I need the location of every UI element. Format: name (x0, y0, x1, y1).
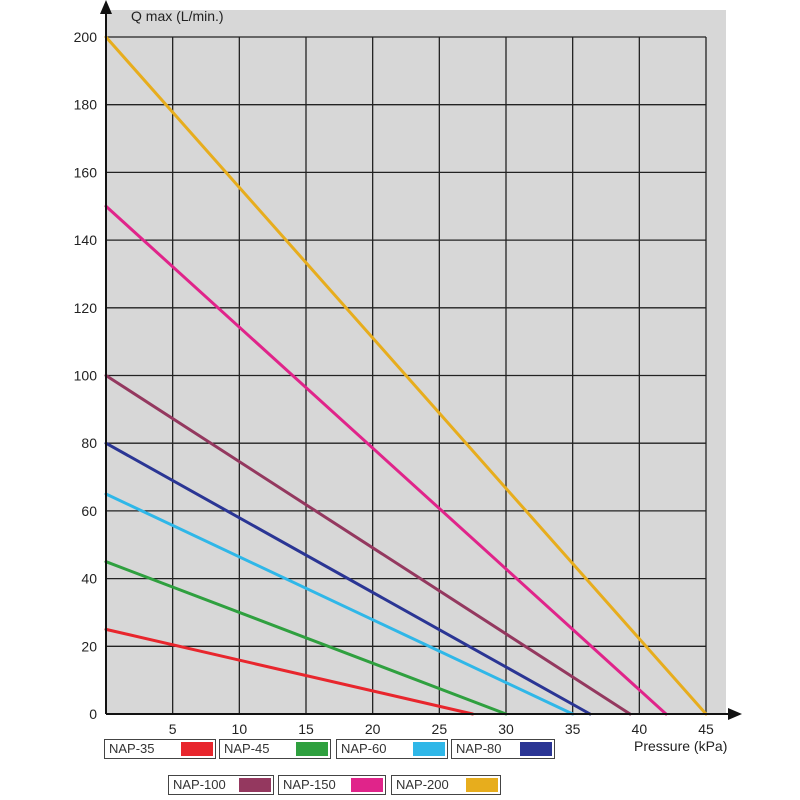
series-line-nap-80 (104, 441, 592, 716)
legend-swatch (413, 742, 445, 756)
y-tick-label: 40 (81, 571, 97, 587)
y-tick-label: 60 (81, 503, 97, 519)
legend-label: NAP-45 (224, 741, 270, 756)
x-tick-label: 20 (365, 721, 381, 737)
x-tick-label: 45 (698, 721, 714, 737)
legend-swatch (181, 742, 213, 756)
legend-item-nap-200: NAP-200 (391, 775, 501, 795)
x-tick-label: 30 (498, 721, 514, 737)
y-axis-arrow (100, 0, 112, 14)
x-tick-label: 40 (632, 721, 648, 737)
legend-swatch (466, 778, 498, 792)
series-line-nap-150 (104, 204, 668, 716)
legend-swatch (351, 778, 383, 792)
plot-background (106, 10, 726, 714)
x-axis-title: Pressure (kPa) (634, 738, 727, 754)
legend-label: NAP-100 (173, 777, 226, 792)
y-tick-label: 80 (81, 435, 97, 451)
legend-label: NAP-60 (341, 741, 387, 756)
y-tick-label: 200 (74, 29, 98, 45)
y-tick-label: 0 (89, 706, 97, 722)
y-tick-label: 180 (74, 97, 98, 113)
series-line-nap-60 (104, 492, 575, 716)
y-tick-label: 160 (74, 164, 98, 180)
legend-item-nap-150: NAP-150 (278, 775, 386, 795)
series-line-nap-100 (104, 374, 632, 716)
series-line-nap-200 (104, 35, 708, 716)
y-axis-title: Q max (L/min.) (131, 8, 224, 24)
x-tick-label: 15 (298, 721, 314, 737)
y-tick-label: 120 (74, 300, 98, 316)
legend-label: NAP-150 (283, 777, 336, 792)
legend-item-nap-35: NAP-35 (104, 739, 216, 759)
legend-swatch (520, 742, 552, 756)
x-tick-label: 10 (232, 721, 248, 737)
x-tick-label: 35 (565, 721, 581, 737)
legend-label: NAP-35 (109, 741, 155, 756)
y-tick-label: 140 (74, 232, 98, 248)
legend-item-nap-60: NAP-60 (336, 739, 448, 759)
legend-item-nap-80: NAP-80 (451, 739, 555, 759)
legend-label: NAP-80 (456, 741, 502, 756)
series-line-nap-45 (104, 560, 508, 716)
legend-label: NAP-200 (396, 777, 449, 792)
y-tick-label: 20 (81, 638, 97, 654)
legend-item-nap-100: NAP-100 (168, 775, 274, 795)
y-tick-label: 100 (74, 368, 98, 384)
x-axis-arrow (728, 708, 742, 720)
legend-swatch (296, 742, 328, 756)
x-tick-label: 25 (432, 721, 448, 737)
legend-item-nap-45: NAP-45 (219, 739, 331, 759)
legend-swatch (239, 778, 271, 792)
series-line-nap-35 (104, 627, 475, 716)
x-tick-label: 5 (169, 721, 177, 737)
